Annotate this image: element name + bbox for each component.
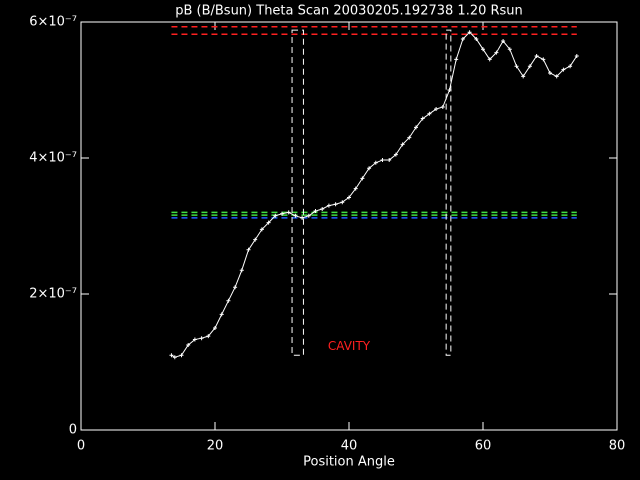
data-point [481,47,485,52]
data-point [514,64,519,69]
data-point [561,67,566,72]
plot-frame [80,21,618,431]
data-point [226,298,231,303]
y-tick-label: 2×10⁻⁷ [29,287,77,302]
data-point [407,135,412,140]
data-point [548,71,552,75]
x-tick-label: 40 [341,439,358,454]
data-point [521,74,526,79]
data-point [266,220,271,225]
data-point [474,37,479,41]
data-point [313,209,318,214]
data-point [427,111,432,116]
data-point [169,353,174,358]
x-tick-label: 20 [207,439,224,454]
data-point [353,186,358,191]
data-point [233,285,238,290]
data-point [326,203,331,208]
data-point [306,213,311,218]
y-tick-label: 0 [69,423,77,438]
data-point [574,54,579,58]
data-point [259,227,264,232]
x-tick-label: 0 [77,439,85,454]
data-point [172,355,177,360]
data-point [239,268,244,273]
data-point [300,215,305,220]
x-tick-label: 60 [475,439,492,454]
data-point [333,202,338,207]
data-point [434,107,439,112]
data-point [340,200,345,205]
data-point [541,57,546,62]
chart-title: pB (B/Bsun) Theta Scan 20030205.192738 1… [175,4,523,19]
cavity-box [445,29,452,356]
data-point [280,211,284,216]
data-point [286,210,291,215]
data-point [360,176,365,181]
data-point [568,64,573,69]
data-point [373,160,378,165]
y-tick-label: 4×10⁻⁷ [29,151,77,166]
data-point [206,334,211,339]
x-axis-label: Position Angle [303,455,395,470]
data-point [440,105,445,109]
data-point [199,336,204,341]
y-tick-label: 6×10⁻⁷ [29,15,77,30]
cavity-box [291,29,304,356]
x-tick-label: 80 [609,439,626,454]
data-point [387,158,392,163]
data-point [501,39,506,44]
data-point [347,195,351,200]
data-point [467,30,472,35]
data-point [213,326,217,330]
data-point [454,57,459,62]
data-point [487,57,492,62]
data-line [171,31,578,358]
data-point [534,54,539,58]
data-point [192,337,197,342]
data-point [367,166,372,171]
data-point [494,50,499,55]
data-point [420,116,425,121]
data-point [246,247,251,252]
data-point [179,353,184,358]
data-point [393,152,398,157]
data-point [527,64,532,69]
data-point [460,37,465,41]
data-point [293,213,298,218]
data-point [320,207,325,211]
data-point [186,343,191,347]
data-point [253,237,258,242]
data-point [447,88,452,92]
data-point [219,312,224,317]
data-point [507,47,512,52]
data-point [380,158,385,163]
data-point [554,74,559,79]
data-point [273,213,278,218]
annotation: CAVITY [328,339,371,353]
data-point [400,142,405,147]
data-point [414,125,418,130]
